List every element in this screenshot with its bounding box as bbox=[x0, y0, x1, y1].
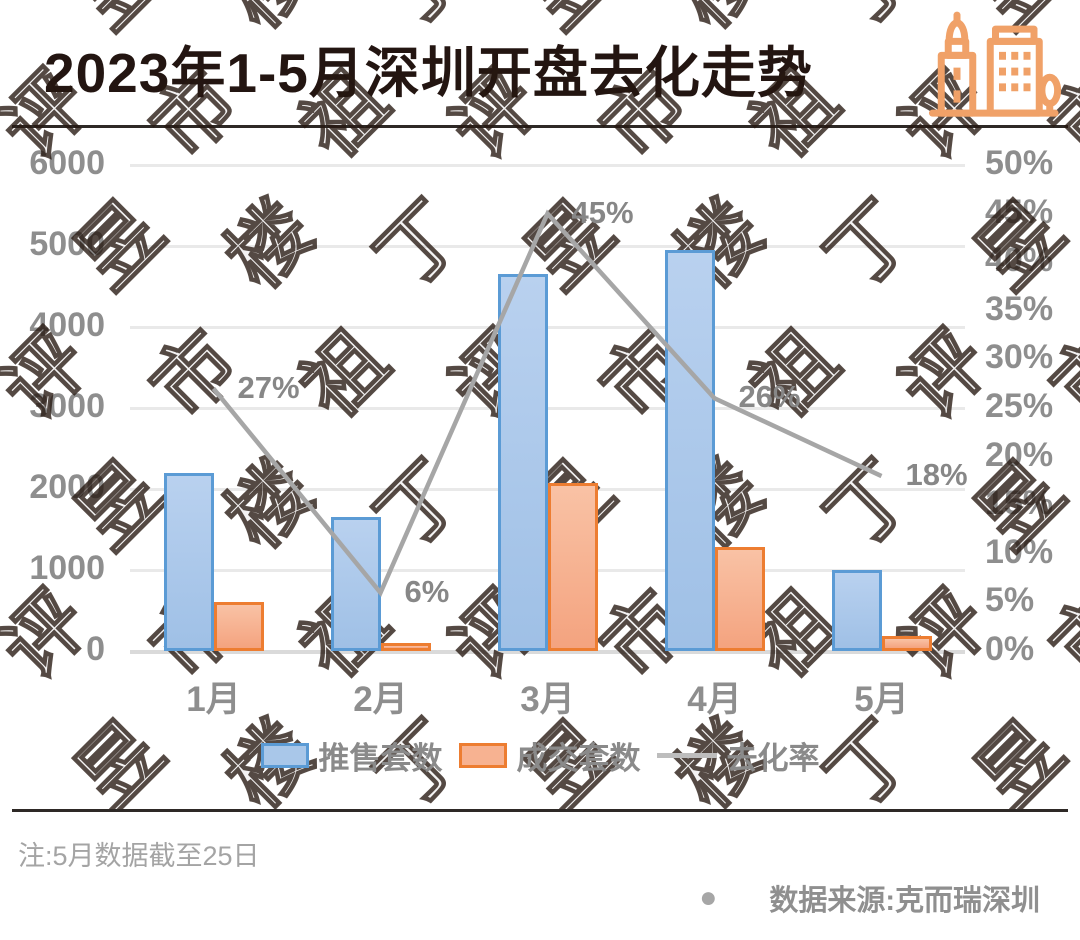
x-axis-label: 5月 bbox=[854, 680, 909, 719]
legend-item-成交套数: 成交套数 bbox=[458, 733, 641, 778]
header-divider bbox=[12, 125, 1068, 128]
bar-推售套数-2月 bbox=[330, 517, 381, 651]
footer-divider bbox=[12, 809, 1068, 812]
gridline bbox=[130, 650, 965, 654]
x-axis-label: 4月 bbox=[687, 680, 742, 719]
right-axis-tick: 20% bbox=[985, 435, 1054, 474]
legend-item-推售套数: 推售套数 bbox=[260, 733, 443, 778]
watermark-glyph: 丁 bbox=[809, 0, 931, 45]
watermark-glyph: 市 bbox=[1034, 574, 1080, 696]
line-point-label: 6% bbox=[404, 573, 450, 609]
bar-推售套数-1月 bbox=[163, 472, 214, 651]
x-axis-label: 2月 bbox=[353, 680, 408, 719]
footnote: 注:5月数据截至25日 bbox=[18, 841, 260, 871]
right-axis-tick: 40% bbox=[985, 241, 1054, 280]
legend-line-swatch bbox=[656, 752, 717, 758]
gridline bbox=[130, 407, 965, 410]
data-source: ● 数据来源:克而瑞深圳 bbox=[699, 877, 1040, 919]
bar-成交套数-4月 bbox=[714, 546, 765, 651]
x-axis-label: 3月 bbox=[520, 680, 575, 719]
watermark-glyph: 市 bbox=[134, 314, 256, 436]
bar-成交套数-3月 bbox=[547, 482, 598, 651]
source-text: 数据来源:克而瑞深圳 bbox=[769, 885, 1040, 917]
bullet-icon: ● bbox=[699, 881, 718, 914]
bar-成交套数-5月 bbox=[881, 636, 932, 651]
legend-swatch-orange bbox=[458, 742, 507, 768]
gridline bbox=[130, 245, 965, 248]
left-axis-tick: 6000 bbox=[29, 144, 105, 182]
legend-label: 推售套数 bbox=[318, 740, 443, 776]
left-axis-tick: 3000 bbox=[29, 387, 105, 425]
left-axis-tick: 2000 bbox=[29, 468, 105, 506]
gridline bbox=[130, 326, 965, 329]
right-axis-tick: 45% bbox=[985, 192, 1054, 231]
right-axis-tick: 5% bbox=[985, 581, 1035, 620]
left-axis-tick: 4000 bbox=[29, 306, 105, 344]
right-axis-tick: 25% bbox=[985, 387, 1054, 425]
line-point-label: 45% bbox=[571, 194, 634, 230]
right-axis-tick: 30% bbox=[985, 338, 1054, 377]
left-axis-tick: 5000 bbox=[29, 225, 105, 263]
bar-推售套数-4月 bbox=[664, 250, 715, 651]
gridline bbox=[130, 164, 965, 167]
page-title: 2023年1-5月深圳开盘去化走势 bbox=[44, 42, 813, 104]
watermark-glyph: 祖 bbox=[284, 314, 406, 436]
left-axis-tick: 0 bbox=[86, 630, 105, 668]
right-axis-tick: 35% bbox=[985, 289, 1054, 328]
bar-推售套数-5月 bbox=[831, 570, 882, 651]
bar-成交套数-1月 bbox=[213, 602, 264, 651]
line-point-label: 26% bbox=[738, 379, 801, 415]
watermark-glyph: 丁 bbox=[0, 0, 30, 45]
building-icon bbox=[922, 6, 1062, 129]
right-axis-tick: 10% bbox=[985, 532, 1054, 571]
legend-label: 成交套数 bbox=[516, 740, 641, 776]
left-axis-tick: 1000 bbox=[29, 549, 105, 587]
line-point-label: 18% bbox=[905, 457, 968, 493]
right-axis-tick: 50% bbox=[985, 144, 1054, 182]
line-point-label: 27% bbox=[237, 369, 300, 405]
legend-item-去化率: 去化率 bbox=[656, 733, 820, 778]
bar-推售套数-3月 bbox=[497, 274, 548, 651]
bar-成交套数-2月 bbox=[380, 642, 431, 651]
chart-legend: 推售套数 成交套数 去化率 bbox=[0, 733, 1080, 778]
watermark-glyph: 楼 bbox=[209, 444, 331, 566]
x-axis-label: 1月 bbox=[186, 680, 241, 719]
legend-label: 去化率 bbox=[726, 740, 820, 776]
right-axis-tick: 0% bbox=[985, 630, 1035, 668]
right-axis-tick: 15% bbox=[985, 484, 1054, 523]
legend-swatch-blue bbox=[260, 742, 309, 768]
